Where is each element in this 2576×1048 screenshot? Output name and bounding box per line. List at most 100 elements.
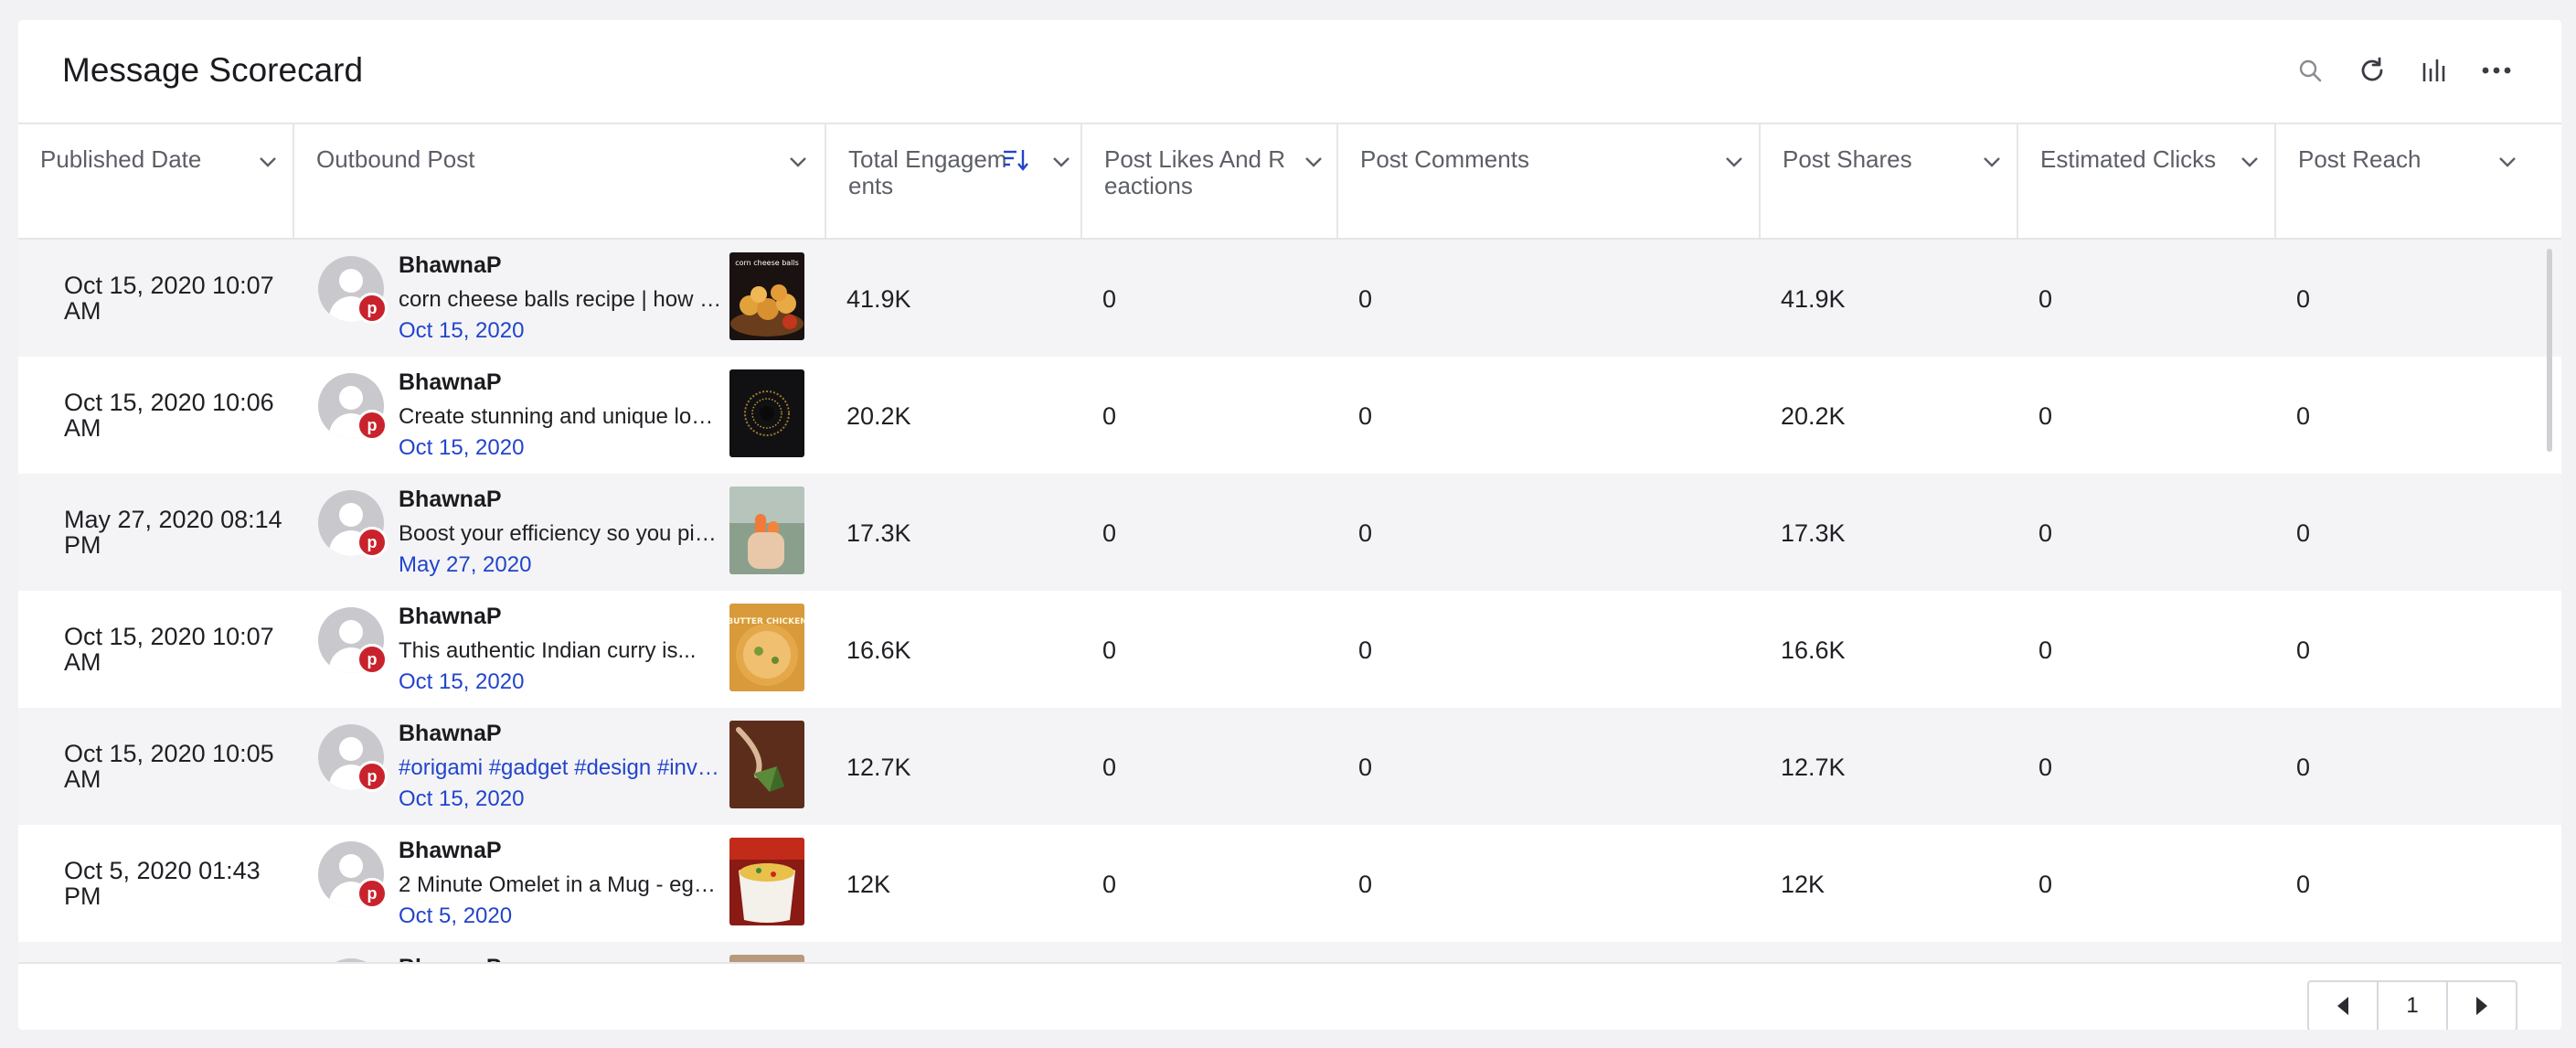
- column-label: Post Shares: [1783, 145, 1912, 173]
- post-likes-value: 0: [1102, 636, 1117, 664]
- previous-page-button[interactable]: [2309, 982, 2377, 1030]
- post-likes-value: 0: [1102, 285, 1117, 313]
- vertical-scrollbar[interactable]: [2547, 249, 2552, 452]
- chevron-down-icon[interactable]: [2240, 152, 2260, 172]
- table-row[interactable]: Oct 15, 2020 10:05 AM p BhawnaP #origami…: [18, 708, 2561, 825]
- post-thumbnail[interactable]: [729, 721, 804, 808]
- pinterest-icon: p: [357, 293, 388, 324]
- post-thumbnail[interactable]: BUTTER CHICKEN: [729, 604, 804, 691]
- column-label: Post Likes And Reactions: [1104, 145, 1285, 199]
- post-hashtags[interactable]: #origami #gadget #design #inve...: [399, 755, 722, 780]
- table-row[interactable]: May 27, 2020 08:14 PM p BhawnaP Boost yo…: [18, 474, 2561, 591]
- sort-descending-icon[interactable]: [1002, 146, 1029, 174]
- scorecard-table: Published Date Outbound Post Total Engag…: [18, 123, 2561, 962]
- chevron-down-icon[interactable]: [1724, 152, 1744, 172]
- table-row[interactable]: Oct 15, 2020 10:06 AM p BhawnaP Create s…: [18, 357, 2561, 474]
- chevron-down-icon[interactable]: [1982, 152, 2002, 172]
- current-page: 1: [2377, 982, 2448, 1030]
- post-author[interactable]: BhawnaP: [399, 721, 502, 746]
- post-likes-value: 0: [1102, 871, 1117, 898]
- post-date-link[interactable]: Oct 5, 2020: [399, 904, 513, 928]
- chevron-down-icon[interactable]: [1304, 152, 1324, 172]
- post-reach-value: 0: [2296, 754, 2311, 781]
- thumbnail-caption: corn cheese balls: [735, 259, 799, 267]
- column-label: Estimated Clicks: [2040, 145, 2217, 173]
- chevron-down-icon[interactable]: [2497, 152, 2517, 172]
- post-author[interactable]: BhawnaP: [399, 604, 502, 629]
- avatar: [318, 958, 384, 962]
- post-date-link[interactable]: Oct 15, 2020: [399, 435, 525, 460]
- post-comments-value: 0: [1358, 402, 1373, 430]
- post-author[interactable]: BhawnaP: [399, 369, 502, 395]
- post-likes-value: 0: [1102, 754, 1117, 781]
- pinterest-icon: p: [357, 644, 388, 675]
- estimated-clicks-value: 0: [2038, 285, 2053, 313]
- refresh-icon: [2361, 57, 2383, 81]
- post-text[interactable]: 2 Minute Omelet in a Mug - egg...: [399, 872, 722, 897]
- post-comments-value: 0: [1358, 285, 1373, 313]
- post-date-link[interactable]: Oct 15, 2020: [399, 786, 525, 811]
- table-row[interactable]: Oct 5, 2020 01:43 PM p BhawnaP 2 Minute …: [18, 825, 2561, 942]
- post-text[interactable]: Create stunning and unique logo...: [399, 404, 722, 429]
- post-shares-value: 16.6K: [1781, 636, 1846, 664]
- post-shares-value: 20.2K: [1781, 402, 1846, 430]
- total-engagements-value: 12K: [846, 871, 891, 898]
- post-date-link[interactable]: May 27, 2020: [399, 552, 532, 577]
- message-scorecard-widget: Message Scorecard Published Date Outboun: [18, 20, 2561, 1030]
- total-engagements-value: 17.3K: [846, 519, 911, 547]
- post-thumbnail[interactable]: [729, 369, 804, 457]
- column-header-estimated-clicks[interactable]: Estimated Clicks: [2018, 124, 2276, 238]
- search-button[interactable]: [2294, 55, 2326, 86]
- chevron-down-icon[interactable]: [1051, 152, 1071, 172]
- total-engagements-value: 41.9K: [846, 285, 911, 313]
- widget-title: Message Scorecard: [62, 51, 364, 89]
- post-author[interactable]: BhawnaP: [399, 487, 502, 512]
- table-header: Published Date Outbound Post Total Engag…: [18, 123, 2561, 240]
- post-likes-value: 0: [1102, 402, 1117, 430]
- post-text[interactable]: corn cheese balls recipe | how t...: [399, 287, 722, 312]
- post-thumbnail[interactable]: [729, 487, 804, 574]
- post-thumbnail[interactable]: [729, 955, 804, 962]
- pinterest-icon: p: [357, 878, 388, 909]
- pinterest-icon: p: [357, 410, 388, 441]
- more-options-button[interactable]: [2481, 55, 2512, 86]
- column-header-outbound-post[interactable]: Outbound Post: [294, 124, 826, 238]
- next-page-button[interactable]: [2448, 982, 2516, 1030]
- refresh-button[interactable]: [2357, 55, 2388, 86]
- column-header-post-reach[interactable]: Post Reach: [2276, 124, 2561, 238]
- published-date: Oct 15, 2020 10:07 AM: [64, 272, 274, 325]
- post-shares-value: 12K: [1781, 871, 1826, 898]
- chevron-down-icon[interactable]: [788, 152, 808, 172]
- post-comments-value: 0: [1358, 636, 1373, 664]
- column-label: Outbound Post: [316, 145, 475, 173]
- column-header-post-shares[interactable]: Post Shares: [1761, 124, 2018, 238]
- column-header-published-date[interactable]: Published Date: [18, 124, 294, 238]
- post-date-link[interactable]: Oct 15, 2020: [399, 318, 525, 343]
- published-date: Oct 5, 2020 01:43 PM: [64, 857, 261, 910]
- table-row[interactable]: BhawnaP: [18, 942, 2561, 962]
- post-text[interactable]: Boost your efficiency so you pic...: [399, 521, 722, 546]
- total-engagements-value: 12.7K: [846, 754, 911, 781]
- post-reach-value: 0: [2296, 285, 2311, 313]
- column-label: Post Comments: [1360, 145, 1529, 173]
- post-date-link[interactable]: Oct 15, 2020: [399, 669, 525, 694]
- post-text[interactable]: This authentic Indian curry is...: [399, 638, 697, 663]
- chart-type-button[interactable]: [2419, 55, 2450, 86]
- table-row[interactable]: Oct 15, 2020 10:07 AM p BhawnaP This aut…: [18, 591, 2561, 708]
- post-author[interactable]: BhawnaP: [399, 838, 502, 863]
- estimated-clicks-value: 0: [2038, 871, 2053, 898]
- post-thumbnail[interactable]: corn cheese balls: [729, 252, 804, 340]
- column-header-post-comments[interactable]: Post Comments: [1338, 124, 1761, 238]
- table-row[interactable]: Oct 15, 2020 10:07 AM p BhawnaP corn che…: [18, 240, 2561, 357]
- column-header-total-engagements[interactable]: Total Engagements: [826, 124, 1082, 238]
- chevron-down-icon[interactable]: [258, 152, 278, 172]
- estimated-clicks-value: 0: [2038, 636, 2053, 664]
- post-shares-value: 17.3K: [1781, 519, 1846, 547]
- post-author[interactable]: BhawnaP: [399, 955, 502, 962]
- column-header-post-likes[interactable]: Post Likes And Reactions: [1082, 124, 1338, 238]
- post-thumbnail[interactable]: [729, 838, 804, 925]
- table-footer: 1: [18, 962, 2561, 1030]
- published-date: Oct 15, 2020 10:06 AM: [64, 389, 274, 442]
- post-author[interactable]: BhawnaP: [399, 252, 502, 278]
- published-date: Oct 15, 2020 10:05 AM: [64, 740, 274, 793]
